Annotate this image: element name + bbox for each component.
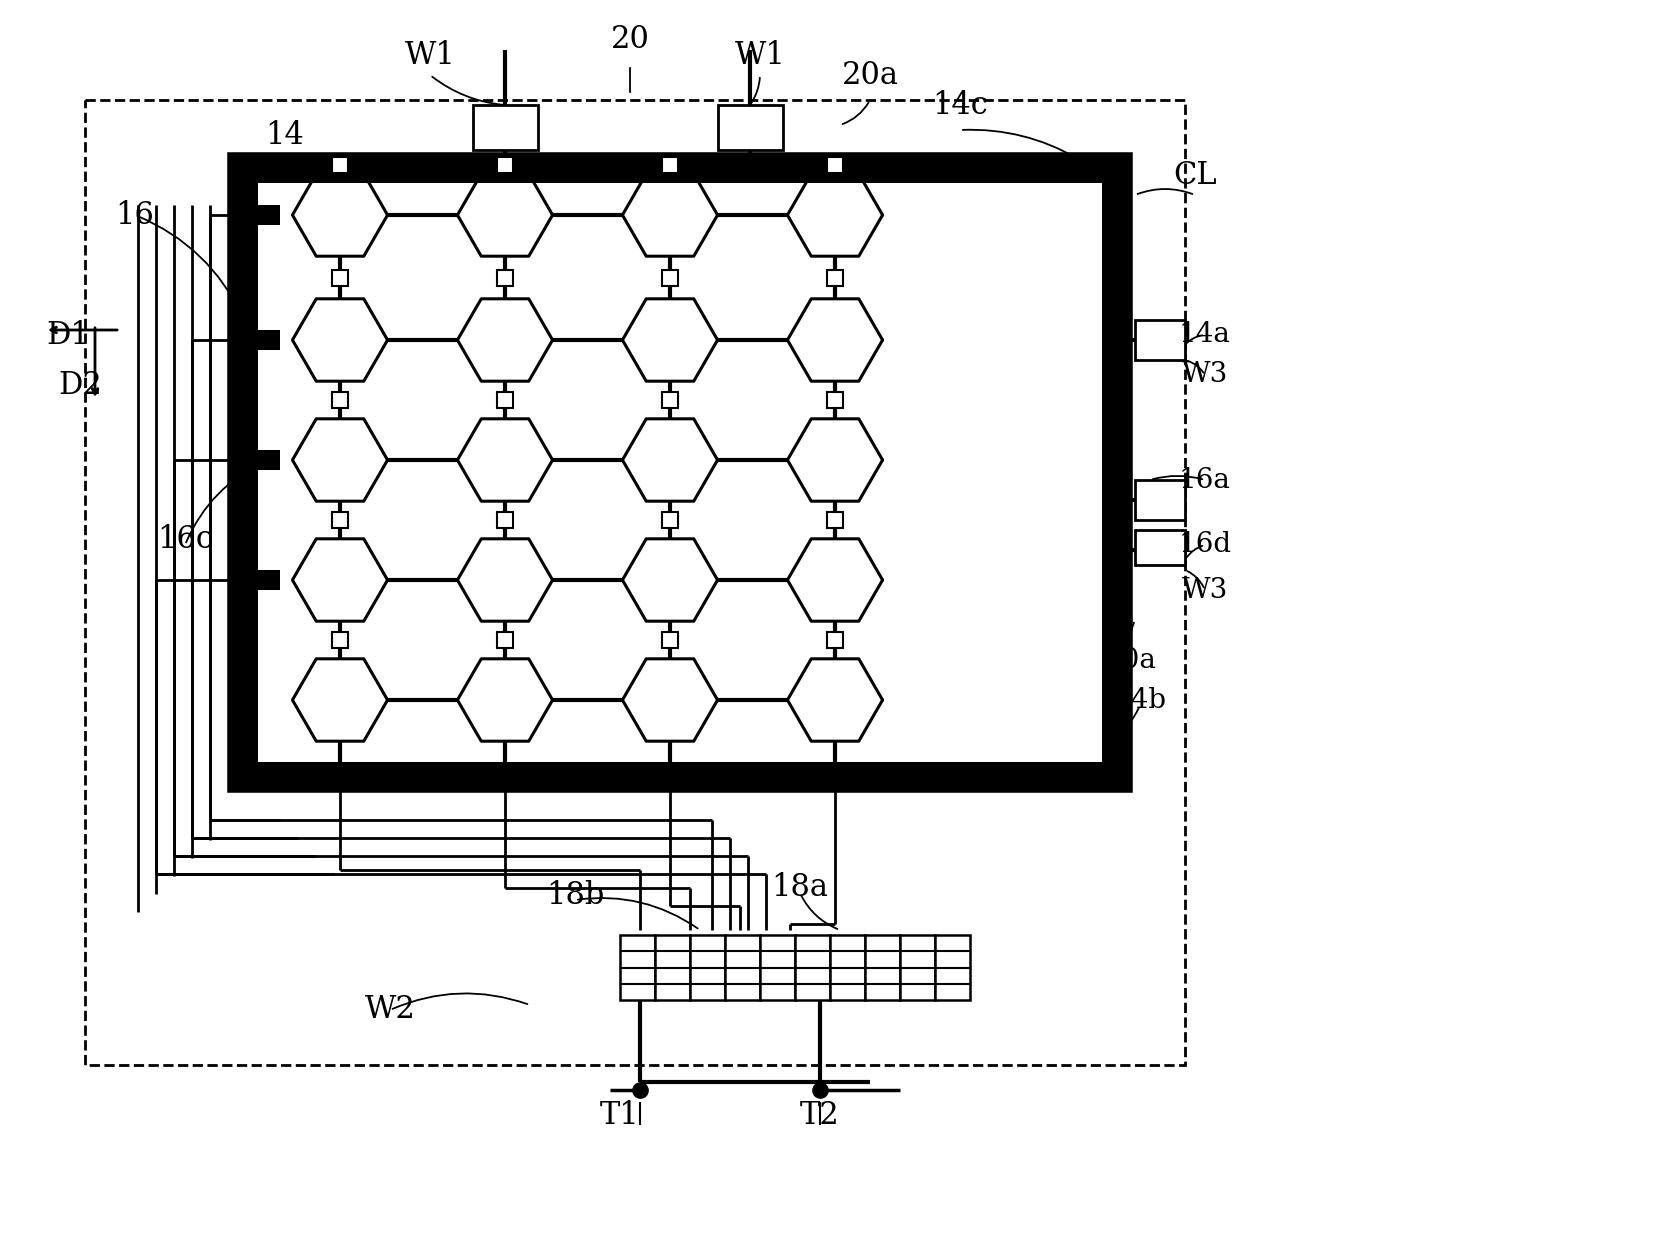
Bar bbox=[830, 935, 865, 1000]
Bar bbox=[724, 935, 759, 1000]
Bar bbox=[497, 157, 512, 173]
Bar bbox=[497, 512, 512, 528]
Text: 16c: 16c bbox=[157, 524, 212, 555]
Text: 16a: 16a bbox=[1178, 466, 1229, 494]
Bar bbox=[85, 100, 1185, 1065]
Bar bbox=[472, 105, 537, 151]
Bar bbox=[865, 935, 900, 1000]
Bar bbox=[827, 392, 842, 408]
Bar bbox=[230, 763, 1130, 790]
Text: T1: T1 bbox=[600, 1099, 640, 1130]
Bar bbox=[717, 105, 782, 151]
Text: D1: D1 bbox=[46, 320, 89, 350]
Bar bbox=[497, 392, 512, 408]
Text: CL: CL bbox=[1173, 159, 1216, 190]
Bar bbox=[661, 632, 678, 648]
Text: D2: D2 bbox=[58, 369, 101, 401]
Text: 16: 16 bbox=[116, 200, 154, 231]
Text: 14: 14 bbox=[265, 120, 305, 151]
Text: 20a: 20a bbox=[1104, 647, 1155, 674]
Bar bbox=[230, 155, 1130, 790]
Text: 14b: 14b bbox=[1114, 686, 1167, 713]
Bar bbox=[497, 632, 512, 648]
Bar bbox=[230, 155, 1130, 183]
Bar bbox=[661, 157, 678, 173]
Bar bbox=[827, 632, 842, 648]
Text: W1: W1 bbox=[404, 39, 456, 70]
Bar bbox=[331, 269, 348, 285]
Text: W2: W2 bbox=[365, 995, 416, 1025]
Text: 16d: 16d bbox=[1178, 532, 1231, 559]
Bar bbox=[331, 392, 348, 408]
Bar bbox=[331, 512, 348, 528]
Bar bbox=[794, 935, 830, 1000]
Bar bbox=[1102, 155, 1130, 790]
Bar bbox=[331, 632, 348, 648]
Bar bbox=[827, 157, 842, 173]
Text: 20a: 20a bbox=[842, 59, 898, 90]
Text: W3: W3 bbox=[1181, 576, 1228, 603]
Bar bbox=[620, 935, 655, 1000]
Bar bbox=[935, 935, 969, 1000]
Bar bbox=[258, 450, 280, 470]
Text: T2: T2 bbox=[800, 1099, 840, 1130]
Bar bbox=[827, 512, 842, 528]
Text: 18b: 18b bbox=[545, 880, 603, 911]
Bar bbox=[1135, 529, 1185, 565]
Bar bbox=[661, 269, 678, 285]
Bar bbox=[258, 570, 280, 590]
Bar bbox=[331, 157, 348, 173]
Bar bbox=[497, 269, 512, 285]
Bar bbox=[1135, 480, 1185, 520]
Text: W1: W1 bbox=[734, 39, 785, 70]
Bar bbox=[655, 935, 689, 1000]
Text: 18a: 18a bbox=[771, 872, 828, 903]
Text: W3: W3 bbox=[1181, 362, 1228, 389]
Bar bbox=[1135, 320, 1185, 360]
Bar bbox=[759, 935, 794, 1000]
Bar bbox=[258, 329, 280, 350]
Text: 14c: 14c bbox=[931, 90, 988, 121]
Bar bbox=[827, 269, 842, 285]
Bar bbox=[258, 205, 280, 225]
Text: 20: 20 bbox=[610, 25, 650, 56]
Text: 14a: 14a bbox=[1178, 322, 1229, 348]
Bar bbox=[900, 935, 935, 1000]
Bar bbox=[661, 512, 678, 528]
Bar bbox=[230, 155, 258, 790]
Bar bbox=[661, 392, 678, 408]
Bar bbox=[689, 935, 724, 1000]
